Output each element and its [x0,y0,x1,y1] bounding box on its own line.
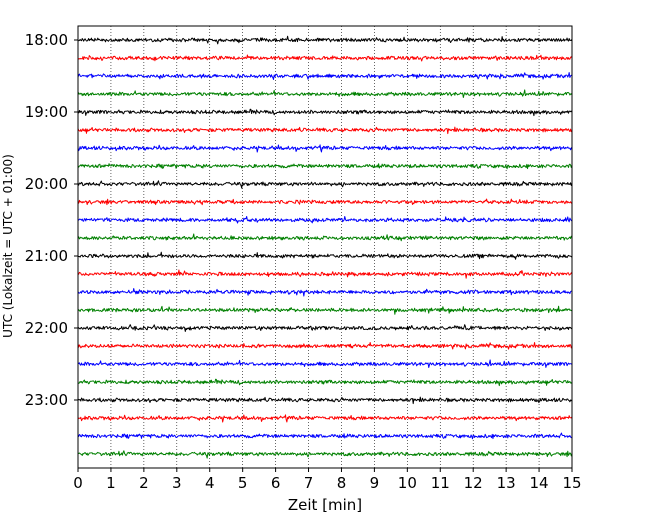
seismic-trace [77,126,573,135]
x-tick-label: 10 [398,474,417,492]
seismic-trace [77,450,573,459]
y-tick-label: 19:00 [25,103,68,121]
axis-layer: 0 1 2 3 4 5 6 7 8 9 10 11 12 13 14 1518:0019:0020:0021:… [25,25,582,492]
seismic-trace [77,163,573,170]
seismic-trace [77,432,573,440]
x-tick-label: 0 [73,474,83,492]
y-tick-label: 18:00 [25,31,68,49]
seismic-trace [77,198,573,206]
x-tick-label: 3 [172,474,182,492]
seismic-trace [77,396,573,405]
seismic-trace [77,216,573,224]
x-tick-label: 6 [271,474,281,492]
trace-layer [77,35,573,459]
x-tick-label: 14 [530,474,549,492]
y-tick-label: 22:00 [25,319,68,337]
seismic-trace [77,108,573,117]
x-tick-label: 12 [464,474,483,492]
x-axis-label: Zeit [min] [288,496,362,514]
seismic-trace [77,305,573,315]
seismic-trace [77,378,573,387]
seismic-trace [77,359,573,368]
seismic-trace [77,233,573,242]
seismic-trace [77,72,573,80]
seismic-trace [77,180,573,189]
y-tick-label: 20:00 [25,175,68,193]
seismic-trace [77,269,573,279]
seismic-trace [77,35,573,45]
x-tick-label: 1 [106,474,116,492]
seismic-trace [77,324,573,332]
x-tick-label: 7 [304,474,314,492]
x-tick-label: 8 [337,474,347,492]
x-tick-label: 11 [431,474,450,492]
seismic-trace [77,144,573,153]
y-axis-label: UTC (Lokalzeit = UTC + 01:00) [1,154,15,338]
x-tick-label: 2 [139,474,149,492]
x-tick-label: 13 [497,474,516,492]
seismic-trace [77,89,573,98]
x-tick-label: 5 [238,474,248,492]
seismic-trace [77,342,573,350]
x-tick-label: 4 [205,474,215,492]
y-tick-label: 23:00 [25,391,68,409]
seismic-trace [77,251,573,260]
x-tick-label: 9 [370,474,380,492]
plot-frame [77,25,573,469]
seismic-trace [77,54,573,62]
x-tick-label: 15 [562,474,581,492]
seismic-trace [77,288,573,297]
y-tick-label: 21:00 [25,247,68,265]
seismic-trace [77,414,573,423]
